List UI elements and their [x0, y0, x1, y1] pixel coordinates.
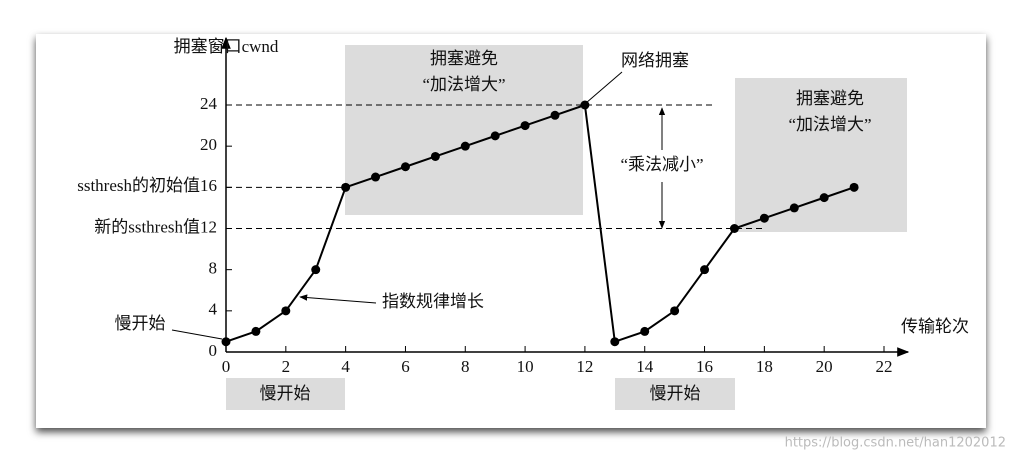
y-tick-label: 0 — [209, 341, 218, 360]
data-point — [640, 326, 650, 336]
data-point — [281, 306, 291, 316]
box-text: 拥塞避免 — [430, 49, 498, 68]
box-text: “加法增大” — [788, 115, 871, 134]
x-tick-label: 14 — [636, 357, 654, 376]
x-axis-label: 传输轮次 — [901, 317, 969, 336]
x-tick-label: 8 — [461, 357, 470, 376]
x-tick-label: 18 — [756, 357, 773, 376]
data-point — [849, 182, 859, 192]
x-tick-label: 20 — [816, 357, 833, 376]
slow-start-box — [226, 378, 345, 410]
x-tick-label: 16 — [696, 357, 713, 376]
y-tick-label: 24 — [200, 94, 218, 113]
data-point — [729, 224, 739, 233]
slow-start-box — [615, 378, 735, 410]
data-point — [460, 141, 470, 151]
y-tick-label: 4 — [209, 300, 218, 319]
data-point — [221, 337, 231, 347]
y-axis-label: 拥塞窗口cwnd — [174, 37, 279, 56]
data-point — [550, 110, 560, 120]
data-point — [430, 151, 440, 161]
data-point — [371, 172, 381, 182]
data-point — [580, 100, 590, 110]
x-tick-label: 12 — [576, 357, 593, 376]
x-tick-label: 4 — [341, 357, 350, 376]
x-tick-label: 22 — [876, 357, 893, 376]
y-tick-label: 8 — [209, 259, 218, 278]
y-tick-label: ssthresh的初始值16 — [77, 176, 217, 195]
data-point — [789, 203, 799, 213]
annotation: 慢开始 — [115, 313, 166, 333]
data-point — [400, 162, 410, 172]
data-point — [520, 121, 530, 131]
annotation: “乘法减小” — [620, 155, 703, 174]
x-tick-label: 0 — [222, 357, 231, 376]
x-tick-label: 2 — [282, 357, 291, 376]
annotation-line — [585, 71, 623, 104]
box-text: 拥塞避免 — [796, 89, 864, 108]
data-point — [251, 326, 261, 336]
y-tick-label: 新的ssthresh值12 — [94, 217, 217, 236]
data-point — [311, 265, 321, 275]
box-text: 慢开始 — [650, 383, 701, 403]
data-point — [759, 213, 769, 223]
y-tick-label: 20 — [200, 135, 217, 154]
avoid-box — [345, 45, 583, 215]
data-point — [341, 182, 351, 192]
series-line — [225, 103, 855, 344]
avoid-box — [735, 78, 907, 232]
x-tick-label: 10 — [517, 357, 534, 376]
annotation: 网络拥塞 — [621, 51, 689, 70]
annotation: 指数规律增长 — [382, 292, 484, 311]
annotation-arrow — [299, 294, 377, 304]
data-point — [700, 265, 710, 275]
annotation-line — [171, 329, 223, 340]
box-text: “加法增大” — [422, 75, 505, 94]
x-tick-label: 6 — [401, 357, 410, 376]
data-point — [610, 337, 620, 347]
watermark: https://blog.csdn.net/han1202012 — [785, 436, 1006, 451]
data-point — [819, 193, 829, 203]
data-point — [670, 306, 680, 316]
box-text: 慢开始 — [260, 383, 311, 403]
data-point — [490, 131, 500, 141]
